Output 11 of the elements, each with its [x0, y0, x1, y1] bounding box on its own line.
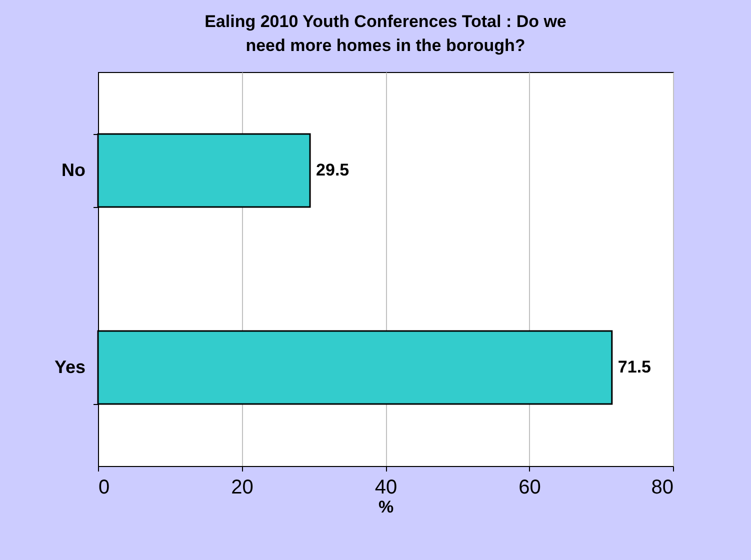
x-tick-label: 20	[231, 476, 254, 498]
x-tick-label: 40	[374, 476, 398, 498]
x-tick-label: 60	[518, 476, 541, 498]
data-label: 71.5	[618, 358, 651, 376]
x-tick-label: 80	[651, 476, 674, 498]
x-tick-label: 0	[98, 476, 110, 498]
data-label: 29.5	[316, 160, 350, 180]
x-axis-title: %	[378, 498, 394, 516]
chart-title: Ealing 2010 Youth Conferences Total : Do we need more homes in the borough?	[204, 12, 566, 55]
y-tick-label: Yes	[54, 357, 86, 377]
y-tick-label: No	[62, 160, 86, 180]
